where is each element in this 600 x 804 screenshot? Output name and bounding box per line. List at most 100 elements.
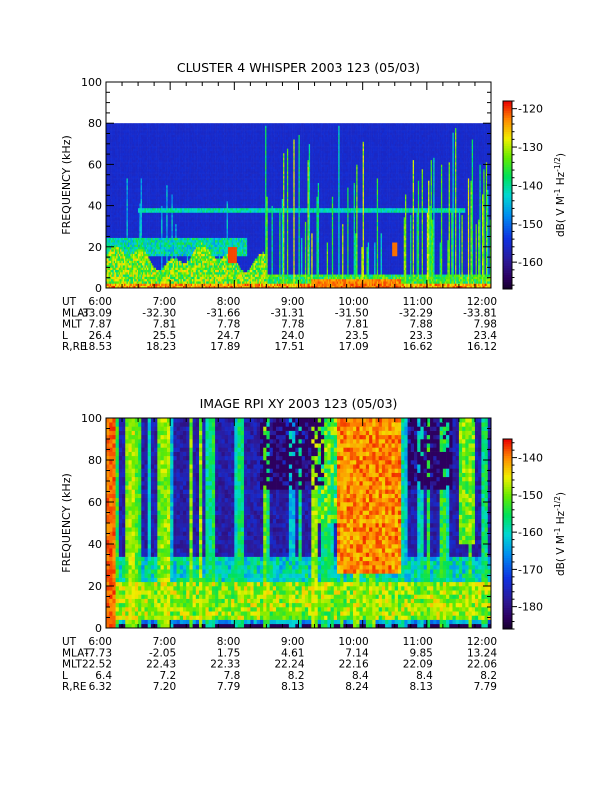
spectrogram-cell (130, 185, 132, 188)
spectrogram-cell (152, 168, 154, 172)
spectrogram-cell (129, 285, 131, 289)
spectrogram-cell (162, 274, 165, 277)
spectrogram-cell (158, 171, 161, 174)
spectrogram-cell (147, 130, 149, 133)
spectrogram-cell (156, 173, 158, 177)
spectrogram-cell (165, 235, 167, 238)
spectrogram-cell (126, 203, 129, 206)
spectrogram-cell (123, 175, 126, 179)
spectrogram-cell (111, 210, 113, 213)
spectrogram-cell (117, 198, 120, 202)
spectrogram-cell (157, 127, 159, 131)
spectrogram-cell (170, 214, 172, 218)
spectrogram-cell (166, 175, 168, 179)
spectrogram-cell (112, 148, 114, 151)
spectrogram-cell (136, 155, 139, 158)
spectrogram-cell (150, 210, 153, 213)
spectrogram-cell (167, 178, 170, 181)
spectrogram-cell (145, 285, 148, 289)
spectrogram-cell (120, 168, 122, 172)
spectrogram-cell (116, 242, 118, 245)
spectrogram-cell (147, 219, 149, 222)
spectrogram-cell (131, 201, 134, 204)
spectrogram-cell (144, 143, 147, 147)
spectrogram-cell (141, 221, 144, 225)
spectrogram-cell (132, 278, 135, 282)
spectrogram-cell (127, 143, 130, 147)
spectrogram-cell (125, 281, 127, 284)
spectrogram-cell (131, 159, 134, 163)
spectrogram-cell (166, 125, 168, 129)
spectrogram-cell (140, 251, 143, 254)
spectrogram-cell (135, 178, 138, 181)
spectrogram-cell (170, 283, 172, 287)
spectrogram-cell (127, 251, 130, 254)
spectrogram-cell (117, 255, 120, 259)
spectrogram-cell (123, 221, 126, 225)
spectrogram-cell (122, 182, 125, 186)
spectrogram-cell (167, 251, 170, 254)
spectrogram-cell (120, 267, 122, 270)
spectrogram-cell (126, 260, 129, 264)
spectrogram-cell (170, 274, 172, 277)
spectrogram-cell (168, 159, 171, 163)
spectrogram-cell (158, 246, 161, 250)
spectrogram-cell (140, 175, 143, 179)
spectrogram-cell (123, 205, 126, 209)
spectrogram-cell (112, 214, 114, 218)
spectrogram-cell (153, 239, 156, 243)
spectrogram-cell (122, 219, 125, 222)
spectrogram-cell (107, 278, 109, 282)
spectrogram-cell (106, 239, 108, 243)
spectrogram-cell (111, 274, 113, 277)
spectrogram-cell (147, 207, 149, 211)
spectrogram-cell (168, 141, 171, 145)
spectrogram-cell (118, 244, 121, 248)
spectrogram-cell (162, 143, 165, 147)
spectrogram-cell (131, 127, 134, 131)
spectrogram-cell (117, 274, 120, 277)
spectrogram-cell (166, 239, 168, 243)
spectrogram-cell (135, 125, 138, 129)
spectrogram-cell (157, 171, 159, 174)
spectrogram-cell (136, 246, 139, 250)
spectrogram-cell (143, 207, 145, 211)
spectrogram-cell (144, 134, 147, 138)
spectrogram-cell (112, 196, 114, 200)
spectrogram-cell (118, 173, 121, 177)
spectrogram-cell (143, 285, 145, 289)
spectrogram-cell (130, 283, 132, 287)
spectrogram-cell (108, 180, 111, 184)
spectrogram-cell (149, 221, 152, 225)
spectrogram-cell (120, 178, 122, 181)
spectrogram-cell (150, 125, 153, 129)
spectrogram-cell (125, 212, 127, 216)
spectrogram-cell (150, 203, 153, 206)
spectrogram-cell (135, 185, 138, 188)
spectrogram-cell (167, 258, 170, 261)
spectrogram-cell (108, 198, 111, 202)
spectrogram-cell (134, 159, 136, 163)
spectrogram-cell (154, 271, 157, 275)
spectrogram-cell (161, 233, 163, 236)
spectrogram-cell (132, 210, 135, 213)
spectrogram-cell (125, 269, 127, 273)
spectrogram-cell (162, 166, 165, 170)
spectrogram-cell (131, 233, 134, 236)
spectrogram-cell (140, 283, 143, 287)
spectrogram-cell (134, 187, 136, 190)
spectrogram-cell (139, 155, 141, 158)
spectrogram-cell (158, 196, 161, 200)
spectrogram-cell (167, 276, 170, 280)
spectrogram-cell (145, 251, 148, 254)
spectrogram-cell (108, 201, 111, 204)
spectrogram-cell (150, 189, 153, 193)
spectrogram-cell (148, 226, 150, 229)
spectrogram-cell (168, 226, 171, 229)
spectrogram-cell (162, 269, 165, 273)
spectrogram-cell (116, 278, 118, 282)
spectrogram-cell (122, 214, 125, 218)
spectrogram-cell (154, 283, 157, 287)
spectrogram-cell (149, 260, 152, 264)
spectrogram-cell (168, 217, 171, 220)
